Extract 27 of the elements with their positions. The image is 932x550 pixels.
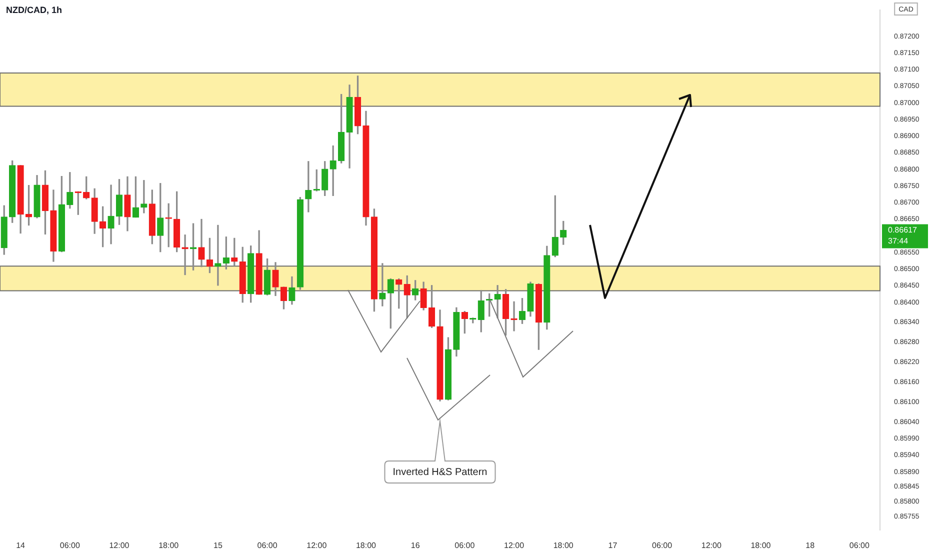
x-tick-label: 18:00: [158, 541, 180, 550]
x-tick-label: 06:00: [652, 541, 673, 550]
candlestick: [140, 180, 148, 214]
x-tick-label: 06:00: [60, 541, 80, 550]
candlestick: [214, 224, 222, 286]
x-tick-label: 12:00: [306, 541, 328, 550]
annotation: Inverted H&S Pattern: [392, 466, 488, 478]
x-tick-label: 06:00: [257, 541, 278, 550]
x-tick-label: 17: [608, 541, 618, 550]
text: 0.86617: [888, 225, 918, 234]
x-tick-label: 18:00: [356, 541, 377, 550]
x-tick-label: 18:00: [553, 541, 574, 550]
text: 37:44: [888, 236, 909, 246]
candlestick: [108, 184, 114, 244]
x-tick-label: 15: [213, 541, 223, 550]
x-tick-label: 06:00: [849, 541, 870, 550]
candlestick: [494, 285, 501, 318]
x-tick-label: 12:00: [109, 541, 130, 550]
x-tick-label: 12:00: [701, 541, 722, 550]
x-tick-label: 06:00: [454, 541, 476, 550]
x-tick-label: 18:00: [750, 541, 772, 550]
x-tick-label: 18: [806, 541, 816, 550]
candlestick: [379, 263, 386, 306]
x-tick-label: 14: [16, 541, 26, 550]
x-tick-label: 12:00: [504, 541, 525, 550]
x-tick-label: 16: [410, 541, 420, 550]
chart-title: NZD/CAD, 1h: [6, 4, 62, 15]
